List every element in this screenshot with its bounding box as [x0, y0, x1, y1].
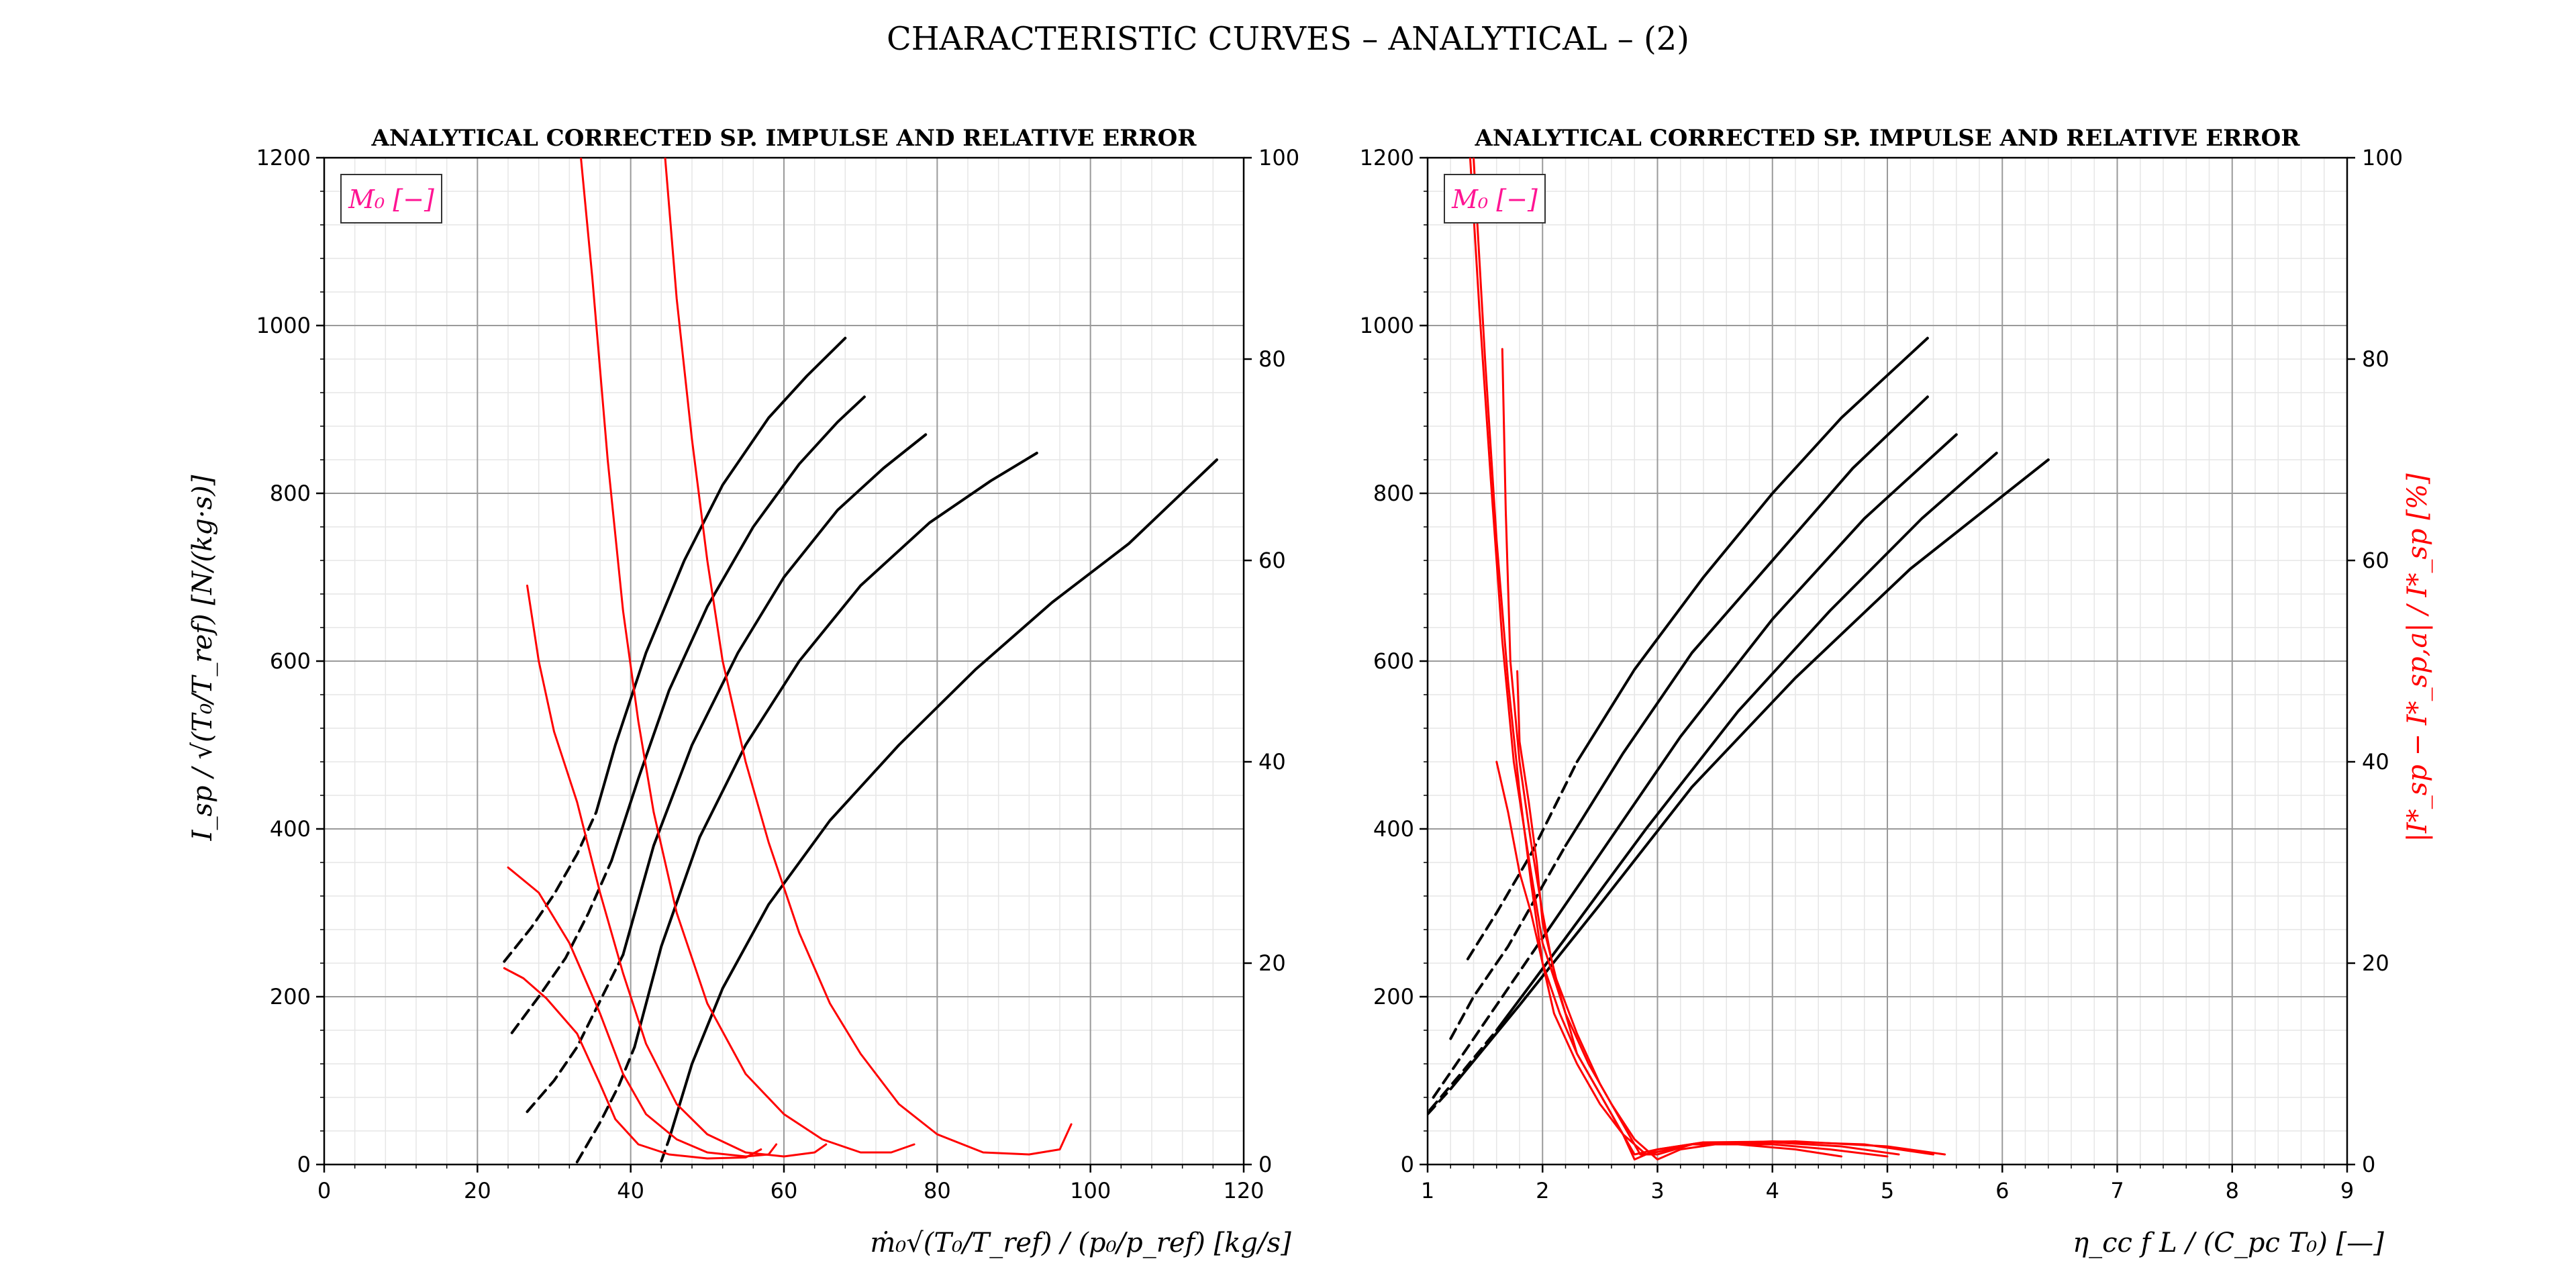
error-series-5 [664, 158, 1073, 1156]
isp-series-2-solid [610, 395, 866, 862]
left-panel: 0 20 40 60 80 100 1200200400600800100012000204… [256, 125, 1300, 1203]
y-tick-label: 400 [270, 816, 311, 842]
isp-series-2-solid [1564, 395, 1929, 847]
y-tick-label: 0 [1401, 1152, 1414, 1177]
error-series-5 [1516, 670, 1946, 1160]
x-tick-label: 5 [1881, 1178, 1894, 1203]
isp-series-4-solid [633, 452, 1038, 1048]
isp-series-1-dashed [503, 811, 598, 963]
y2-tick-label: 60 [1258, 548, 1286, 573]
panel-title: ANALYTICAL CORRECTED SP. IMPULSE AND REL… [370, 125, 1197, 152]
y2-tick-label: 20 [2362, 950, 2389, 976]
x-tick-label: 2 [1536, 1178, 1549, 1203]
isp-series-5-solid [1449, 458, 2050, 1091]
isp-series-5-dashed [660, 1138, 671, 1162]
error-series-3 [526, 585, 828, 1158]
isp-series-3-solid [1541, 433, 1958, 940]
x-tick-label: 0 [317, 1178, 331, 1203]
y-tick-label: 200 [1373, 984, 1414, 1009]
error-series-4 [580, 158, 915, 1154]
left-x-axis-label: ṁ₀√(T₀/T_ref) / (p₀/p_ref) [kg/s] [870, 1228, 1291, 1258]
y2-tick-label: 0 [1258, 1152, 1272, 1177]
y2-tick-label: 0 [2362, 1152, 2375, 1177]
y2-tick-label: 60 [2362, 548, 2389, 573]
isp-series-1-solid [1575, 336, 1929, 763]
x-tick-label: 6 [1995, 1178, 2009, 1203]
isp-series-1-dashed [1466, 760, 1579, 960]
x-tick-label: 8 [2226, 1178, 2239, 1203]
legend-text: M₀ [−] [1451, 185, 1538, 214]
isp-series-2-dashed [1449, 844, 1567, 1040]
x-tick-label: 1 [1421, 1178, 1434, 1203]
y-tick-label: 800 [1373, 481, 1414, 506]
y-tick-label: 200 [270, 984, 311, 1009]
y2-tick-label: 100 [2362, 145, 2403, 170]
x-tick-label: 4 [1766, 1178, 1779, 1203]
panel-title: ANALYTICAL CORRECTED SP. IMPULSE AND REL… [1474, 125, 2300, 152]
isp-series-3-dashed [1432, 936, 1544, 1099]
isp-series-1-solid [595, 336, 847, 813]
y-tick-label: 600 [270, 648, 311, 674]
x-tick-label: 7 [2110, 1178, 2124, 1203]
y-tick-label: 800 [270, 481, 311, 506]
y-tick-label: 400 [1373, 816, 1414, 842]
y2-tick-label: 80 [2362, 346, 2389, 372]
y-tick-label: 600 [1373, 648, 1414, 674]
x-tick-label: 9 [2340, 1178, 2354, 1203]
isp-series-5-dashed [1428, 1087, 1452, 1116]
isp-series-4-dashed [575, 1046, 636, 1164]
right-panel: 1 2 3 4 5 6 7 8 90200400600800100012000204060801… [1360, 125, 2404, 1203]
series-group [503, 158, 1218, 1164]
error-series-1 [503, 967, 762, 1160]
axis-labels: ṁ₀√(T₀/T_ref) / (p₀/p_ref) [kg/s] I_sp /… [187, 473, 2433, 1258]
right-y2-axis-label: |I*_sp − I*_sp,a| / I*_sp [%] [2402, 473, 2433, 842]
isp-series-3-dashed [526, 953, 625, 1113]
y-tick-label: 1200 [1360, 145, 1414, 170]
y-tick-label: 0 [297, 1152, 311, 1177]
x-tick-label: 3 [1650, 1178, 1664, 1203]
series-group [1428, 158, 2050, 1160]
y-tick-label: 1000 [1360, 313, 1414, 338]
y2-tick-label: 20 [1258, 950, 1286, 976]
y2-tick-label: 80 [1258, 346, 1286, 372]
legend-box [1444, 174, 1546, 224]
isp-series-5-solid [667, 458, 1218, 1141]
x-tick-label: 20 [464, 1178, 491, 1203]
y2-tick-label: 40 [2362, 749, 2389, 775]
y2-tick-label: 40 [1258, 749, 1286, 775]
y-tick-label: 1000 [256, 313, 311, 338]
right-x-axis-label: η_cc f L / (C_pc T₀) [—] [2073, 1228, 2384, 1258]
x-tick-label: 60 [771, 1178, 798, 1203]
legend-box [340, 174, 442, 224]
legend-text: M₀ [−] [348, 185, 434, 214]
error-series-4 [1501, 348, 1934, 1156]
isp-series-4-solid [1495, 452, 1998, 1032]
isp-series-3-solid [622, 433, 928, 956]
x-tick-label: 120 [1223, 1178, 1264, 1203]
isp-series-2-dashed [510, 859, 613, 1034]
isp-series-4-dashed [1428, 1029, 1498, 1111]
y2-tick-label: 100 [1258, 145, 1299, 170]
left-y-axis-label: I_sp / √(T₀/T_ref) [N/(kg·s)] [187, 475, 218, 841]
x-tick-label: 80 [924, 1178, 951, 1203]
y-tick-label: 1200 [256, 145, 311, 170]
x-tick-label: 100 [1070, 1178, 1111, 1203]
error-series-2 [507, 866, 778, 1158]
x-tick-label: 40 [617, 1178, 644, 1203]
figure-title: CHARACTERISTIC CURVES – ANALYTICAL – (2) [886, 20, 1690, 58]
error-series-2 [1469, 158, 1889, 1160]
